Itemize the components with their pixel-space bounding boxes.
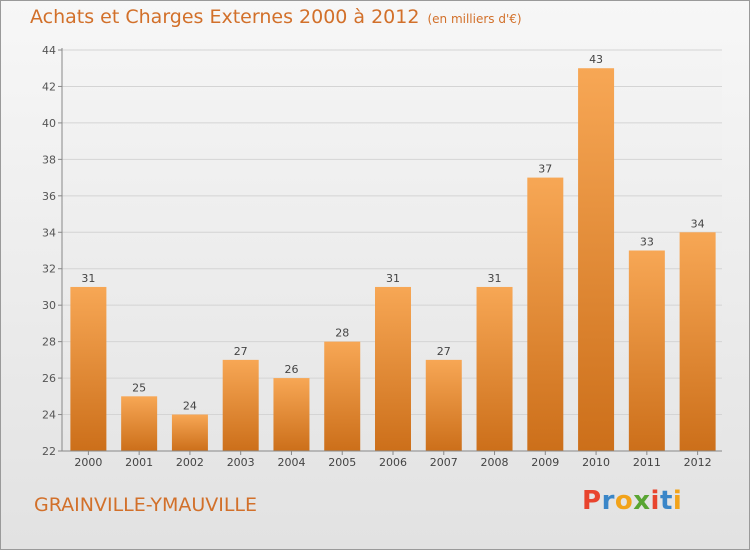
y-tick-label: 40 — [42, 117, 56, 130]
bar-2004 — [273, 378, 310, 451]
proxiti-logo: Proxiti — [582, 486, 682, 516]
x-tick-label: 2009 — [531, 456, 559, 469]
data-label: 26 — [284, 363, 298, 376]
x-tick-label: 2006 — [379, 456, 407, 469]
data-label: 27 — [234, 345, 248, 358]
bars-group: 31 25 24 27 26 28 31 27 31 37 43 33 34 — [70, 53, 716, 452]
data-label: 28 — [335, 327, 349, 340]
x-tick-label: 2002 — [176, 456, 204, 469]
y-tick-label: 44 — [42, 44, 56, 57]
x-tick-label: 2005 — [328, 456, 356, 469]
chart-subtitle: (en milliers d'€) — [427, 12, 522, 26]
data-label: 27 — [437, 345, 451, 358]
bar-2012 — [679, 232, 716, 451]
bar-2007 — [425, 359, 462, 451]
x-tick-label: 2004 — [277, 456, 305, 469]
x-tick-label: 2007 — [430, 456, 458, 469]
logo-letter: o — [614, 486, 634, 516]
x-tick-label: 2003 — [227, 456, 255, 469]
data-label: 25 — [132, 381, 146, 394]
x-tick-label: 2010 — [582, 456, 610, 469]
y-tick-label: 34 — [42, 226, 56, 239]
y-tick-label: 26 — [42, 372, 56, 385]
y-tick-label: 32 — [42, 263, 56, 276]
y-tick-label: 38 — [42, 153, 56, 166]
y-tick-label: 42 — [42, 80, 56, 93]
bar-2010 — [578, 68, 615, 452]
data-label: 37 — [538, 163, 552, 176]
x-tick-label: 2011 — [633, 456, 661, 469]
data-label: 31 — [386, 272, 400, 285]
bar-2005 — [324, 341, 361, 451]
y-tick-label: 36 — [42, 190, 56, 203]
x-tick-label: 2008 — [481, 456, 509, 469]
chart-title-text: Achats et Charges Externes 2000 à 2012 — [30, 6, 420, 28]
x-tick-label: 2001 — [125, 456, 153, 469]
bar-2011 — [628, 250, 665, 451]
x-tick-label: 2012 — [684, 456, 712, 469]
y-tick-label: 30 — [42, 299, 56, 312]
logo-letter: r — [601, 486, 615, 516]
bar-2001 — [121, 396, 158, 451]
bar-2003 — [222, 359, 259, 451]
logo-letter: P — [582, 486, 602, 516]
bar-2009 — [527, 177, 564, 451]
commune-name: GRAINVILLE-YMAUVILLE — [34, 494, 258, 516]
y-tick-label: 24 — [42, 409, 56, 422]
logo-letter: t — [659, 486, 673, 516]
logo-letter: x — [633, 486, 651, 516]
data-label: 31 — [81, 272, 95, 285]
bar-2006 — [375, 286, 411, 451]
data-label: 34 — [691, 217, 705, 230]
x-tick-label: 2000 — [74, 456, 102, 469]
data-label: 24 — [183, 400, 197, 413]
y-tick-label: 22 — [42, 445, 56, 458]
chart-title: Achats et Charges Externes 2000 à 2012 (e… — [30, 6, 522, 28]
logo-letter: i — [650, 486, 660, 516]
data-label: 43 — [589, 53, 603, 66]
bar-2008 — [476, 286, 513, 451]
bar-2002 — [171, 414, 208, 451]
data-label: 31 — [488, 272, 502, 285]
y-tick-label: 28 — [42, 336, 56, 349]
bar-2000 — [70, 286, 107, 451]
logo-letter: i — [672, 486, 683, 516]
axes-group: 22 24 26 28 30 32 34 36 38 40 42 44 2000 2001 2002 2003… — [42, 44, 722, 469]
data-label: 33 — [640, 236, 654, 249]
